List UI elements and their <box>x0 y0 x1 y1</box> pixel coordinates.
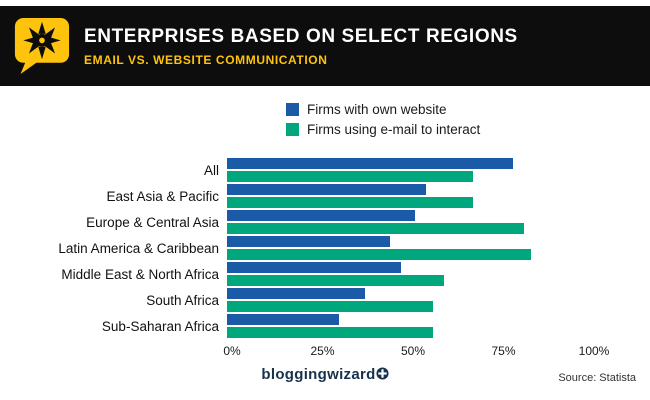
bar-group <box>227 314 589 338</box>
bar-email <box>227 301 434 312</box>
legend-swatch-blue-icon <box>286 103 299 116</box>
bar-website <box>227 314 340 325</box>
bar-email <box>227 171 474 182</box>
chart-row: East Asia & Pacific <box>0 184 650 208</box>
bloggingwizard-wordmark: bloggingwizard <box>0 366 650 383</box>
bar-website <box>227 262 401 273</box>
legend-item-website: Firms with own website <box>286 102 480 117</box>
category-label: South Africa <box>146 292 219 308</box>
legend-swatch-green-icon <box>286 123 299 136</box>
chart-row: South Africa <box>0 288 650 312</box>
page-title: ENTERPRISES BASED ON SELECT REGIONS <box>84 25 518 47</box>
chart-row: Middle East & North Africa <box>0 262 650 286</box>
category-label: Middle East & North Africa <box>61 266 219 282</box>
bar-email <box>227 275 445 286</box>
legend-label: Firms using e-mail to interact <box>307 122 481 137</box>
category-label: All <box>203 162 219 178</box>
brand-text: bloggingwizard <box>261 366 376 383</box>
bar-website <box>227 210 416 221</box>
header-banner: ENTERPRISES BASED ON SELECT REGIONS EMAI… <box>0 6 650 86</box>
bar-email <box>227 197 474 208</box>
category-label: East Asia & Pacific <box>106 188 219 204</box>
bar-group <box>227 210 589 234</box>
bar-website <box>227 236 390 247</box>
bar-group <box>227 262 589 286</box>
x-axis-tick: 75% <box>491 344 516 358</box>
x-axis-tick: 25% <box>310 344 335 358</box>
page-subtitle: EMAIL VS. WEBSITE COMMUNICATION <box>84 52 328 67</box>
bar-chart: All East Asia & Pacific Europe & Central A… <box>0 158 650 338</box>
legend-item-email: Firms using e-mail to interact <box>286 122 480 137</box>
legend-label: Firms with own website <box>307 102 447 117</box>
bar-email <box>227 223 524 234</box>
x-axis-tick: 50% <box>400 344 426 358</box>
chart-row: All <box>0 158 650 182</box>
chart-row: Europe & Central Asia <box>0 210 650 234</box>
chart-row: Latin America & Caribbean <box>0 236 650 260</box>
bar-email <box>227 327 434 338</box>
bloggingwizard-logo-icon <box>14 17 70 75</box>
source-credit: Source: Statista <box>558 372 636 384</box>
bar-website <box>227 158 513 169</box>
bar-group <box>227 158 589 182</box>
bar-group <box>227 184 589 208</box>
bar-website <box>227 184 427 195</box>
header-titles: ENTERPRISES BASED ON SELECT REGIONS EMAI… <box>84 26 518 67</box>
category-label: Europe & Central Asia <box>86 214 219 230</box>
category-label: Latin America & Caribbean <box>58 240 219 256</box>
x-axis-tick: 0% <box>223 344 241 358</box>
bar-group <box>227 288 589 312</box>
bloggingwizard-mark-icon <box>376 367 389 380</box>
bar-group <box>227 236 589 260</box>
x-axis: 0% 25% 50% 75% 100% <box>223 344 609 360</box>
bar-website <box>227 288 365 299</box>
chart-row: Sub-Saharan Africa <box>0 314 650 338</box>
bar-email <box>227 249 532 260</box>
x-axis-tick: 100% <box>578 344 610 358</box>
chart-legend: Firms with own website Firms using e-mai… <box>286 102 480 137</box>
category-label: Sub-Saharan Africa <box>101 318 219 334</box>
